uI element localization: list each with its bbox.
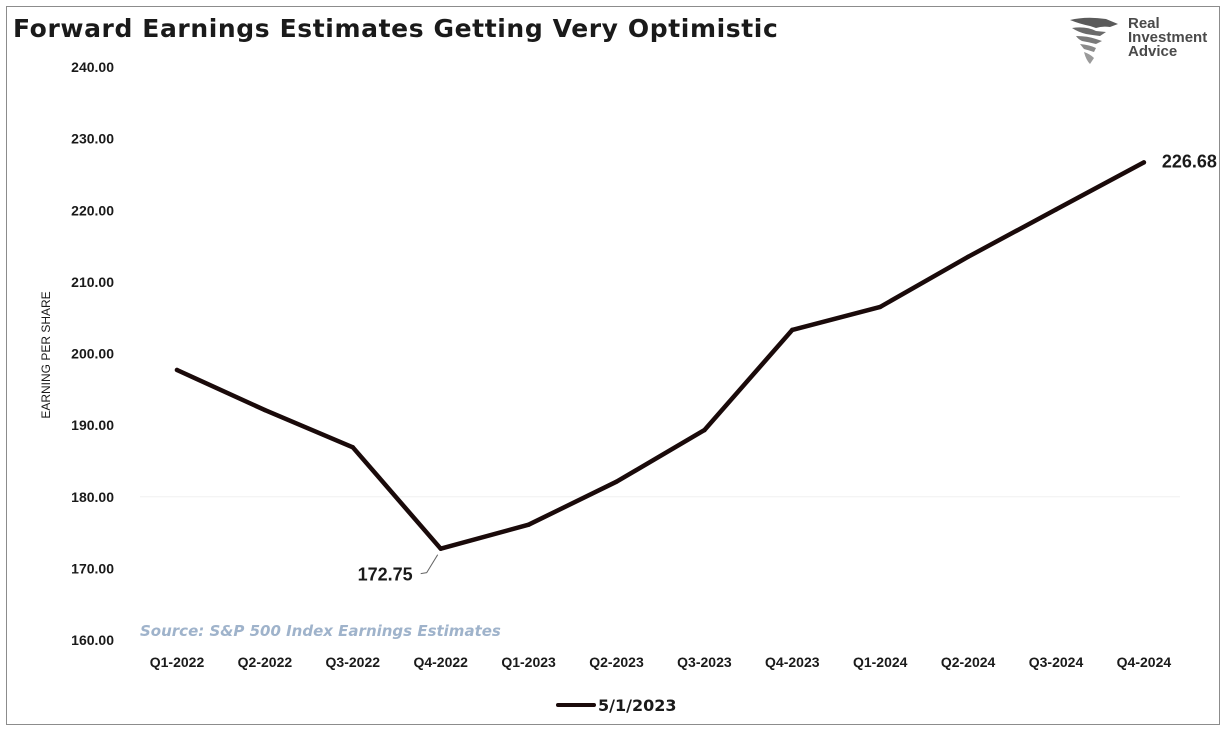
- data-point: [614, 479, 619, 484]
- y-tick-label: 210.00: [71, 274, 114, 290]
- annotation-label: 226.68: [1162, 151, 1217, 171]
- source-note: Source: S&P 500 Index Earnings Estimates: [140, 622, 501, 640]
- legend-swatch: [556, 703, 596, 707]
- y-tick-label: 170.00: [71, 560, 114, 576]
- data-point: [350, 445, 355, 450]
- y-tick-label: 180.00: [71, 489, 114, 505]
- logo-line-2: Investment: [1128, 29, 1208, 46]
- y-axis-label: EARNING PER SHARE: [39, 291, 53, 418]
- data-point: [1141, 160, 1147, 165]
- y-tick-label: 240.00: [71, 59, 114, 75]
- data-point: [790, 327, 795, 333]
- eagle-head-logo-icon: [1070, 17, 1118, 64]
- logo-line-3: Advice: [1128, 43, 1178, 60]
- x-tick-label: Q4-2023: [765, 654, 820, 670]
- data-point: [1053, 207, 1059, 212]
- data-point: [965, 254, 971, 260]
- x-tick-label: Q3-2023: [677, 654, 732, 670]
- x-tick-label: Q2-2023: [589, 654, 644, 670]
- legend-label: 5/1/2023: [598, 695, 677, 715]
- logo-line-1: Real: [1128, 15, 1160, 32]
- data-point: [438, 546, 443, 551]
- y-tick-label: 190.00: [71, 417, 114, 433]
- logo-text: Real Investment Advice: [1128, 15, 1208, 60]
- series-line: [174, 160, 1147, 551]
- data-point: [702, 427, 707, 433]
- y-tick-label: 230.00: [71, 131, 114, 147]
- data-point: [174, 367, 180, 373]
- x-tick-label: Q2-2024: [941, 654, 996, 670]
- y-tick-label: 220.00: [71, 202, 114, 218]
- data-point: [526, 522, 531, 527]
- x-tick-label: Q4-2024: [1117, 654, 1172, 670]
- x-tick-label: Q1-2022: [150, 654, 205, 670]
- y-tick-label: 160.00: [71, 632, 114, 648]
- data-point: [262, 407, 268, 413]
- legend: 5/1/2023: [556, 694, 676, 716]
- chart-frame: [6, 6, 1220, 725]
- x-tick-label: Q1-2023: [501, 654, 556, 670]
- x-tick-label: Q1-2024: [853, 654, 908, 670]
- x-tick-label: Q3-2022: [326, 654, 381, 670]
- x-tick-label: Q2-2022: [238, 654, 293, 670]
- x-tick-label: Q4-2022: [413, 654, 468, 670]
- data-point: [878, 304, 883, 310]
- x-tick-label: Q3-2024: [1029, 654, 1084, 670]
- annotation-leader: [420, 554, 439, 575]
- chart-title: Forward Earnings Estimates Getting Very …: [13, 14, 779, 43]
- logo: [1066, 14, 1226, 70]
- annotation-label: 172.75: [358, 565, 413, 585]
- y-tick-label: 200.00: [71, 346, 114, 362]
